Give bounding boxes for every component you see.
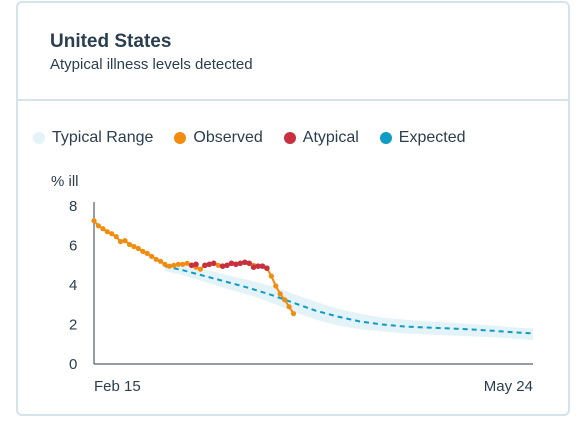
y-tick-label: 2 <box>69 317 77 334</box>
atypical-point[interactable] <box>219 263 226 270</box>
card-subtitle: Atypical illness levels detected <box>50 56 253 73</box>
legend-label-atypical: Atypical <box>302 129 359 146</box>
observed-point[interactable] <box>104 229 110 235</box>
y-tick-label: 6 <box>69 238 77 255</box>
observed-point[interactable] <box>157 258 164 264</box>
legend-swatch-expected <box>379 132 392 144</box>
atypical-point[interactable] <box>242 259 248 266</box>
y-axis-ticks: 0 2 4 6 8 <box>69 198 77 373</box>
legend-label-observed: Observed <box>193 129 263 146</box>
legend-item-atypical[interactable]: Atypical <box>283 129 359 147</box>
plot-area <box>91 218 534 341</box>
legend-item-typical-range[interactable]: Typical Range <box>33 129 153 147</box>
observed-point[interactable] <box>113 234 119 240</box>
atypical-point[interactable] <box>188 262 195 269</box>
atypical-point[interactable] <box>224 262 230 269</box>
atypical-point[interactable] <box>259 263 266 270</box>
observed-point[interactable] <box>175 261 181 267</box>
observed-point[interactable] <box>290 311 297 317</box>
y-tick-label: 4 <box>69 277 77 294</box>
legend-swatch-atypical <box>283 132 296 144</box>
legend-swatch-typical-range <box>33 132 45 144</box>
atypical-point[interactable] <box>237 260 244 267</box>
observed-point[interactable] <box>140 248 146 254</box>
observed-point[interactable] <box>131 243 137 250</box>
observed-point[interactable] <box>197 266 203 272</box>
observed-point[interactable] <box>153 256 159 262</box>
typical-range-band <box>164 263 533 341</box>
observed-point[interactable] <box>268 273 274 279</box>
chart-card: United States Atypical illness levels de… <box>16 1 570 416</box>
atypical-point[interactable] <box>202 262 208 269</box>
observed-point[interactable] <box>162 261 168 267</box>
x-axis-ticks: Feb 15 May 24 <box>94 378 533 395</box>
chart-legend: Typical Range Observed Atypical Expected <box>33 129 466 147</box>
observed-point[interactable] <box>282 297 288 303</box>
observed-point[interactable] <box>171 262 177 268</box>
observed-point[interactable] <box>273 283 279 289</box>
atypical-point[interactable] <box>246 260 252 267</box>
x-tick-label: May 24 <box>484 378 533 395</box>
y-axis-label: % ill <box>51 173 79 190</box>
atypical-point[interactable] <box>250 264 257 271</box>
legend-item-expected[interactable]: Expected <box>379 129 466 147</box>
observed-point[interactable] <box>286 304 292 310</box>
observed-point[interactable] <box>277 291 283 297</box>
legend-swatch-observed <box>174 132 187 144</box>
observed-point[interactable] <box>91 218 97 224</box>
atypical-point[interactable] <box>228 260 235 267</box>
atypical-point[interactable] <box>233 261 239 268</box>
card-header: United States Atypical illness levels de… <box>18 3 568 101</box>
legend-label-typical-range: Typical Range <box>52 129 154 146</box>
observed-point[interactable] <box>149 253 155 259</box>
observed-point[interactable] <box>122 238 128 244</box>
observed-point[interactable] <box>109 231 115 237</box>
observed-point[interactable] <box>118 239 124 245</box>
observed-point[interactable] <box>215 262 221 268</box>
observed-point[interactable] <box>100 226 106 232</box>
observed-point[interactable] <box>180 261 186 267</box>
y-tick-label: 8 <box>69 198 77 215</box>
atypical-point[interactable] <box>193 261 199 268</box>
legend-item-observed[interactable]: Observed <box>174 129 263 147</box>
observed-point[interactable] <box>135 245 141 252</box>
atypical-point[interactable] <box>210 260 217 267</box>
card-title: United States <box>50 31 172 52</box>
observed-point[interactable] <box>144 250 150 256</box>
atypical-point[interactable] <box>206 261 213 268</box>
legend-label-expected: Expected <box>398 129 466 146</box>
observed-point[interactable] <box>95 223 101 229</box>
atypical-point[interactable] <box>255 263 261 270</box>
y-tick-label: 0 <box>69 356 77 373</box>
observed-point[interactable] <box>126 241 133 248</box>
expected-line <box>164 265 534 335</box>
observed-point[interactable] <box>166 263 172 269</box>
atypical-point[interactable] <box>264 265 270 272</box>
observed-point[interactable] <box>184 260 190 266</box>
x-tick-label: Feb 15 <box>94 378 141 395</box>
